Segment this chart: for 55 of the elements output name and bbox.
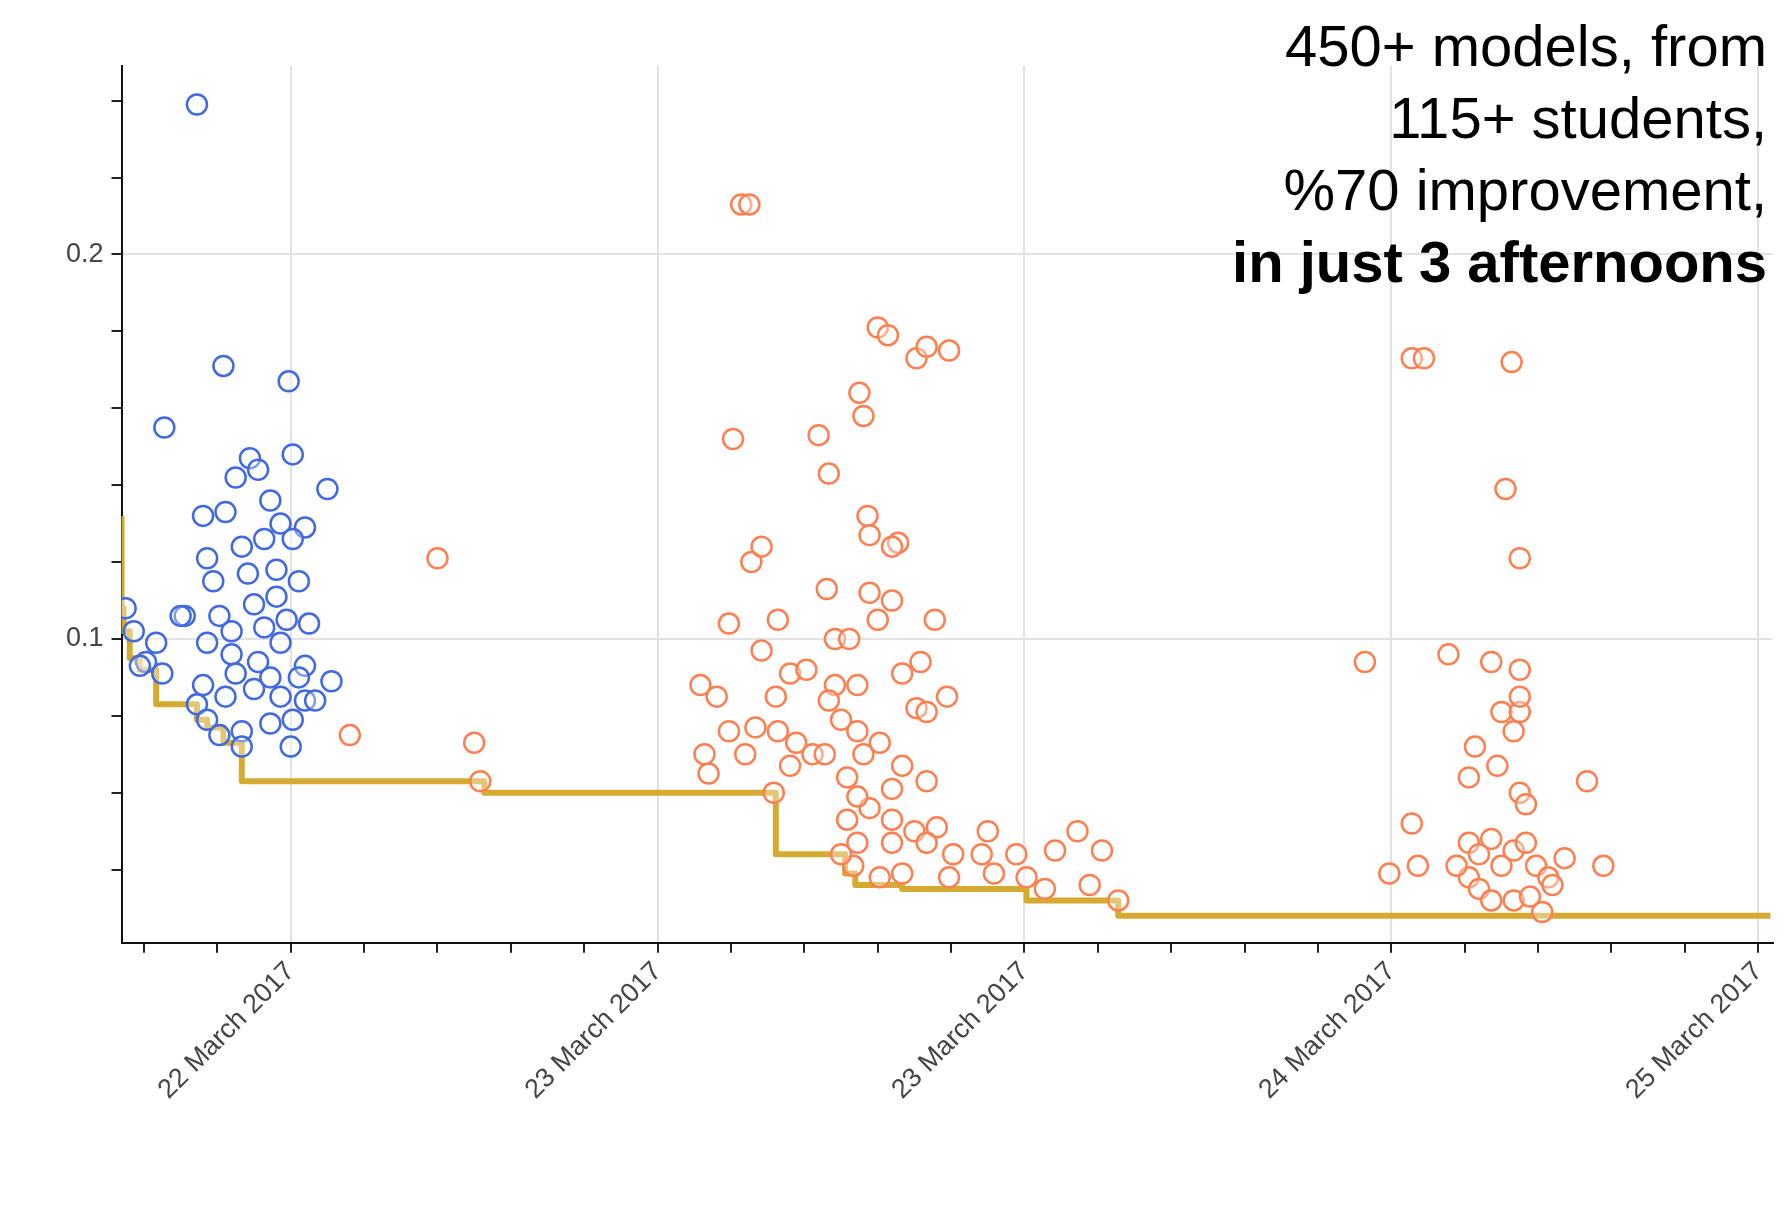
point <box>281 708 304 731</box>
point <box>195 708 219 731</box>
point <box>246 650 270 674</box>
point <box>269 631 292 655</box>
point <box>122 620 146 643</box>
point <box>275 608 298 631</box>
point <box>220 620 243 643</box>
annotation: 450+ models, from <box>1284 12 1767 80</box>
point <box>277 370 300 393</box>
point <box>279 735 302 758</box>
point <box>208 723 231 747</box>
point <box>195 546 219 570</box>
point <box>144 631 168 655</box>
point <box>287 570 311 593</box>
point <box>208 604 231 628</box>
point <box>287 666 311 689</box>
point <box>191 504 215 528</box>
point <box>212 354 235 378</box>
point <box>236 562 260 585</box>
point <box>265 558 288 581</box>
annotation: in just 3 afternoons <box>1232 228 1767 296</box>
point <box>153 416 176 439</box>
point <box>195 631 219 655</box>
point <box>191 673 215 697</box>
point <box>246 458 270 482</box>
point <box>202 570 225 593</box>
y-tick-label: 0.1 <box>65 622 104 653</box>
point <box>303 689 327 712</box>
point <box>297 612 321 635</box>
point <box>265 585 288 608</box>
point <box>185 93 209 116</box>
point <box>214 685 237 708</box>
point <box>242 593 266 616</box>
point <box>252 616 276 639</box>
point <box>281 527 304 551</box>
point <box>224 466 247 489</box>
point <box>220 643 243 666</box>
point <box>230 735 254 758</box>
point <box>316 477 339 501</box>
point <box>242 677 266 701</box>
point <box>269 685 292 708</box>
point <box>224 662 247 685</box>
annotation: 115+ students, <box>1388 84 1767 152</box>
point <box>269 512 292 535</box>
point <box>128 654 152 678</box>
point <box>151 662 174 685</box>
point <box>230 535 254 558</box>
point <box>259 712 282 735</box>
y-tick-label: 0.2 <box>65 237 104 268</box>
point <box>259 489 282 512</box>
point <box>214 500 237 524</box>
point <box>281 443 304 466</box>
annotation: %70 improvement, <box>1282 156 1767 224</box>
point <box>252 527 276 551</box>
point <box>320 670 343 693</box>
